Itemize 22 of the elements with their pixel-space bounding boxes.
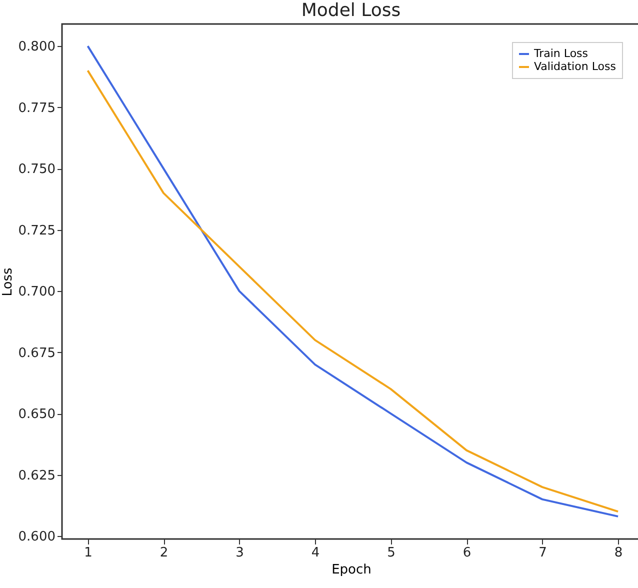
y-tick-label: 0.675 xyxy=(18,346,56,361)
x-axis-title: Epoch xyxy=(332,562,372,578)
y-tick-label: 0.650 xyxy=(18,407,56,422)
legend-label: Validation Loss xyxy=(534,60,616,73)
legend-label: Train Loss xyxy=(533,47,588,60)
chart-title: Model Loss xyxy=(301,0,401,21)
y-tick-label: 0.700 xyxy=(18,284,56,300)
y-tick-label: 0.725 xyxy=(18,223,56,238)
y-tick-label: 0.750 xyxy=(18,162,56,178)
y-tick-label: 0.800 xyxy=(18,40,56,55)
x-tick-label: 2 xyxy=(160,546,168,560)
y-tick-label: 0.600 xyxy=(18,530,56,545)
y-tick-label: 0.775 xyxy=(18,100,56,116)
x-tick-label: 3 xyxy=(236,546,244,560)
y-axis-title: Loss xyxy=(0,268,16,296)
y-tick-label: 0.625 xyxy=(18,468,56,484)
x-tick-label: 4 xyxy=(311,546,320,560)
x-tick-label: 6 xyxy=(462,546,472,560)
x-tick-label: 8 xyxy=(614,546,623,560)
x-tick-label: 1 xyxy=(84,546,92,560)
x-tick-label: 7 xyxy=(538,546,547,560)
x-tick-label: 5 xyxy=(387,546,396,560)
